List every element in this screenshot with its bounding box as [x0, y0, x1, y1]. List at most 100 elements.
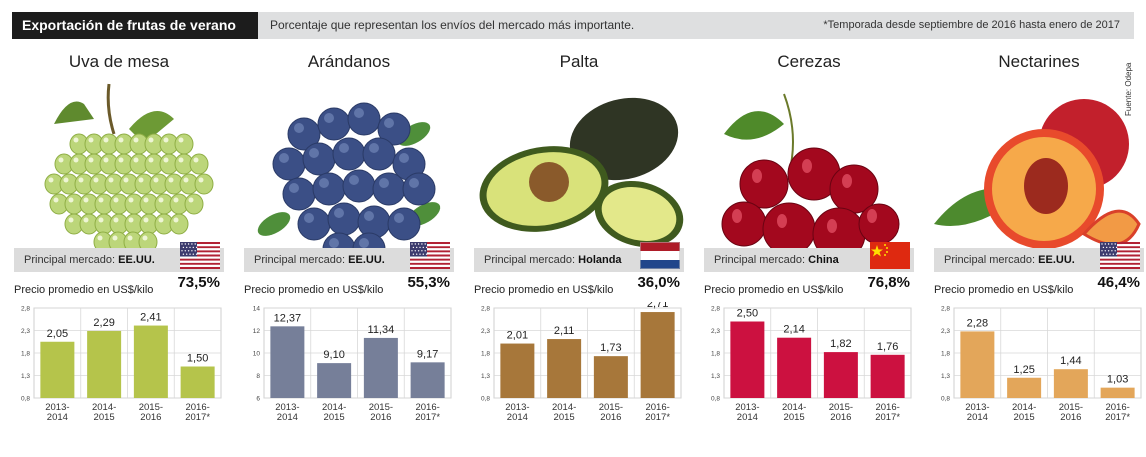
- main-market-caption: Principal mercado:: [944, 254, 1036, 266]
- grape-highlight: [68, 197, 74, 203]
- main-market-label: Principal mercado: EE.UU.: [254, 248, 385, 272]
- fruit-name: Arándanos: [307, 52, 391, 71]
- bar-value-label: 9,10: [323, 349, 344, 361]
- blueberry: [297, 207, 331, 241]
- y-tick-label: 2,8: [711, 306, 720, 313]
- bar: [133, 325, 168, 398]
- blueberry: [312, 172, 346, 206]
- grape-highlight: [88, 137, 94, 143]
- bar: [410, 362, 445, 398]
- blueberry-bloom: [304, 213, 314, 223]
- main-market-country: EE.UU.: [348, 254, 385, 266]
- market-share-value: 46,4%: [1097, 274, 1140, 291]
- main-market-country: Holanda: [578, 254, 622, 266]
- fruit-panel: Palta Principal mercado: Holanda 36,0% P…: [474, 48, 684, 448]
- price-chart-label: Precio promedio en US$/kilo: [474, 284, 614, 296]
- blueberry-bloom: [324, 113, 334, 123]
- y-tick-label: 0,8: [481, 396, 490, 403]
- blueberry-bloom: [354, 108, 364, 118]
- x-tick-label: 2016-: [645, 402, 669, 413]
- y-tick-label: 8: [256, 373, 260, 380]
- cherry-highlight: [732, 209, 742, 223]
- bar-value-label: 1,50: [187, 353, 208, 365]
- blueberry: [342, 169, 376, 203]
- grape-highlight: [98, 217, 104, 223]
- cherry-highlight: [752, 169, 762, 183]
- bar: [40, 341, 75, 398]
- main-market-caption: Principal mercado:: [484, 254, 576, 266]
- blueberry: [357, 205, 391, 239]
- cherry: [721, 201, 767, 247]
- avocado-image: [479, 97, 684, 248]
- x-tick-label: 2016: [370, 412, 391, 423]
- fruit-name: Palta: [559, 52, 599, 71]
- x-tick-label: 2017*: [1105, 412, 1130, 423]
- x-tick-label: 2014: [277, 412, 298, 423]
- infographic-subtitle: Porcentaje que representan los envíos de…: [270, 18, 635, 32]
- bar-value-label: 2,14: [783, 324, 804, 336]
- x-tick-label: 2013-: [45, 402, 69, 413]
- blueberry: [362, 137, 396, 171]
- blueberry-bloom: [379, 178, 389, 188]
- bar-value-label: 1,44: [1060, 355, 1081, 367]
- grape-highlight: [163, 157, 169, 163]
- grape-highlight: [83, 197, 89, 203]
- avocado-pit: [529, 162, 569, 202]
- main-market-country: China: [808, 254, 839, 266]
- y-tick-label: 1,3: [481, 373, 490, 380]
- bar-value-label: 2,29: [93, 317, 114, 329]
- x-tick-label: 2013-: [275, 402, 299, 413]
- y-tick-label: 2,3: [711, 328, 720, 335]
- price-chart-label: Precio promedio en US$/kilo: [244, 284, 384, 296]
- y-tick-label: 6: [256, 396, 260, 403]
- cherry: [858, 203, 900, 245]
- grape: [189, 153, 209, 175]
- grape-highlight: [178, 157, 184, 163]
- y-tick-label: 1,3: [711, 373, 720, 380]
- bar-value-label: 12,37: [274, 312, 302, 324]
- blueberry: [282, 177, 316, 211]
- x-tick-label: 2016: [1060, 412, 1081, 423]
- x-tick-label: 2015-: [829, 402, 853, 413]
- bar: [1053, 369, 1088, 398]
- price-bar-chart: 6 8 10 12 14 12,37 2013-2014 9,10 2014-2015 11,34…: [253, 306, 452, 423]
- grape-highlight: [143, 197, 149, 203]
- china-flag-icon: [870, 242, 910, 269]
- bar: [593, 356, 628, 398]
- grapes-image: [44, 83, 214, 253]
- main-market-label: Principal mercado: EE.UU.: [24, 248, 155, 272]
- bar: [363, 337, 398, 398]
- grape-highlight: [112, 235, 118, 241]
- x-tick-label: 2014: [507, 412, 528, 423]
- grape-highlight: [148, 157, 154, 163]
- bar-value-label: 2,05: [47, 328, 68, 340]
- x-tick-label: 2015: [94, 412, 115, 423]
- grape-highlight: [113, 197, 119, 203]
- x-tick-label: 2015: [554, 412, 575, 423]
- x-tick-label: 2013-: [505, 402, 529, 413]
- price-chart-label: Precio promedio en US$/kilo: [704, 284, 844, 296]
- price-bar-chart: 0,81,31,82,32,82,282013-20141,252014-201…: [941, 306, 1142, 423]
- grape-highlight: [128, 197, 134, 203]
- blueberry: [332, 137, 366, 171]
- bar-value-label: 9,17: [417, 348, 438, 360]
- grape-leaf: [54, 101, 94, 124]
- grape-highlight: [193, 157, 199, 163]
- grape-highlight: [113, 217, 119, 223]
- y-tick-label: 1,8: [481, 351, 490, 358]
- fruit-name: Nectarines: [998, 52, 1080, 71]
- y-tick-label: 1,8: [711, 351, 720, 358]
- y-tick-label: 2,3: [941, 328, 950, 335]
- x-tick-label: 2016: [140, 412, 161, 423]
- x-tick-label: 2015-: [139, 402, 163, 413]
- header-bar: Exportación de frutas de verano Porcenta…: [12, 12, 1134, 39]
- grape-highlight: [127, 235, 133, 241]
- blueberries-image: [257, 102, 441, 258]
- x-tick-label: 2014: [47, 412, 68, 423]
- x-tick-label: 2013-: [965, 402, 989, 413]
- y-tick-label: 0,8: [711, 396, 720, 403]
- main-market-caption: Principal mercado:: [24, 254, 116, 266]
- bar: [180, 366, 215, 398]
- blueberry-bloom: [364, 211, 374, 221]
- grape-highlight: [198, 177, 204, 183]
